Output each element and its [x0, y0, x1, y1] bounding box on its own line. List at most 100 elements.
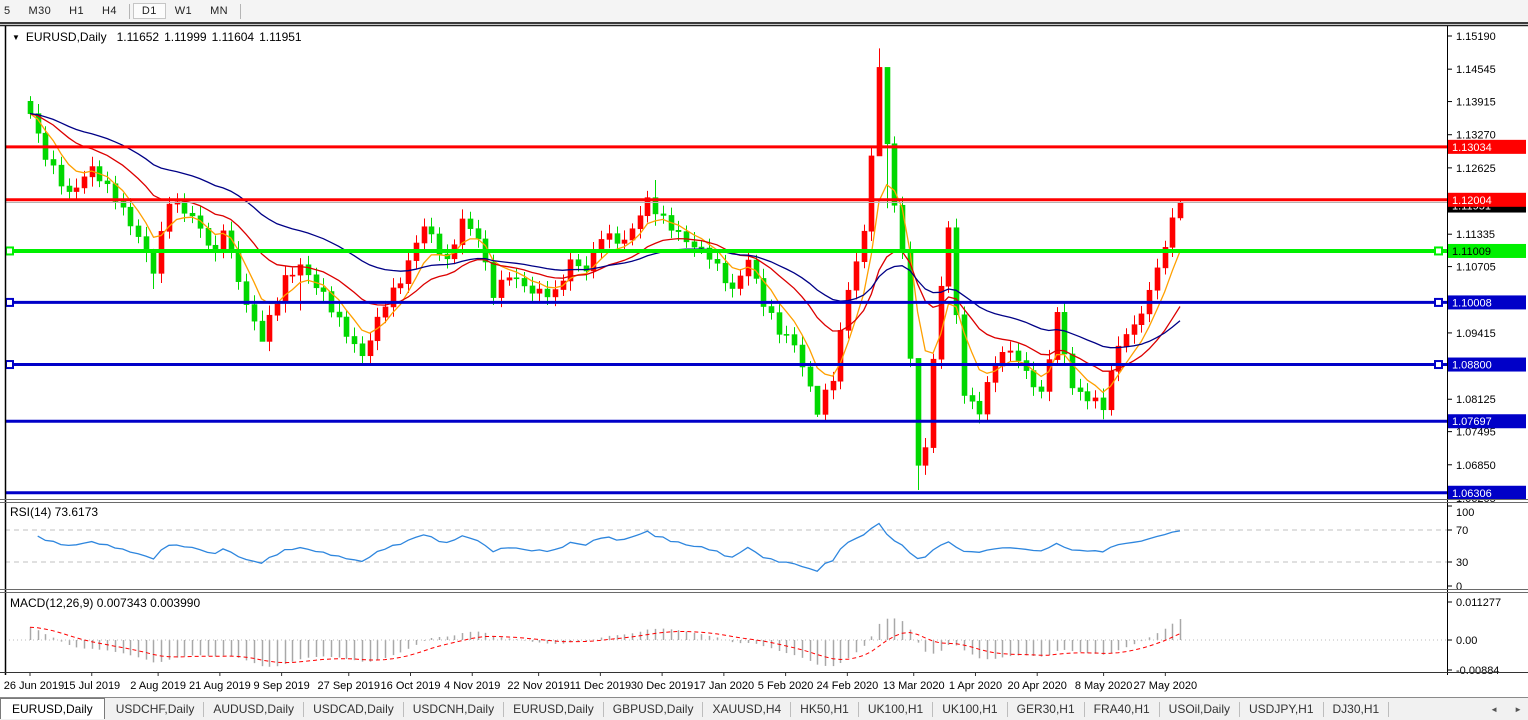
candle	[135, 225, 142, 237]
candle	[1092, 397, 1099, 402]
chart-tab-fra40-h1[interactable]: FRA40,H1	[1085, 701, 1160, 717]
candle	[444, 253, 451, 260]
tab-scroll-left-icon[interactable]: ◄	[1490, 704, 1499, 714]
candle	[614, 233, 621, 244]
toolbar-separator	[240, 3, 241, 19]
chart-tab-uk100-h1[interactable]: UK100,H1	[859, 701, 934, 717]
tab-scroll-right-icon[interactable]: ►	[1514, 704, 1522, 714]
candle	[1169, 217, 1176, 248]
line-handle[interactable]	[5, 360, 14, 370]
candle	[459, 218, 466, 246]
date-axis-label: 27 Sep 2019	[318, 680, 380, 692]
timeframe-button-w1[interactable]: W1	[174, 5, 193, 17]
rsi-axis-label: 30	[1456, 557, 1468, 569]
chart-tab-usdchf-daily[interactable]: USDCHF,Daily	[107, 701, 205, 717]
candle	[390, 287, 397, 308]
candle	[783, 334, 790, 336]
candle	[544, 288, 551, 298]
candle	[675, 230, 682, 232]
candle	[243, 281, 250, 305]
candle	[598, 239, 605, 250]
ma-slow-line	[29, 112, 1181, 349]
toolbar-separator	[128, 3, 130, 19]
candle	[722, 262, 729, 284]
ohlc-open: 1.11652	[116, 30, 160, 44]
candle	[714, 259, 721, 264]
rsi-line	[37, 522, 1181, 572]
candle	[853, 261, 860, 291]
candle	[536, 288, 543, 294]
candle	[969, 395, 976, 402]
chart-tab-dj30-h1[interactable]: DJ30,H1	[1324, 701, 1390, 717]
timeframe-button-h1[interactable]: H1	[69, 5, 85, 17]
chart-tab-gbpusd-daily[interactable]: GBPUSD,Daily	[604, 701, 704, 717]
candle	[629, 228, 636, 241]
chart-tab-audusd-daily[interactable]: AUDUSD,Daily	[204, 701, 305, 717]
rsi-axis-label: 70	[1456, 525, 1468, 537]
price-axis-label: 1.11335	[1456, 229, 1495, 241]
candle	[405, 260, 412, 284]
candle	[884, 67, 891, 145]
chart-tab-ger30-h1[interactable]: GER30,H1	[1008, 701, 1085, 717]
chart-tab-usdjpy-h1[interactable]: USDJPY,H1	[1240, 701, 1324, 717]
candle	[320, 287, 327, 292]
candle	[382, 306, 389, 318]
line-handle[interactable]	[1434, 297, 1443, 307]
price-axis-label: 1.09415	[1456, 328, 1496, 340]
chart-tab-uk100-h1[interactable]: UK100,H1	[933, 701, 1008, 717]
chart-tab-hk50-h1[interactable]: HK50,H1	[791, 701, 859, 717]
candle	[930, 358, 937, 448]
price-badge	[1448, 139, 1526, 154]
chart-tab-eurusd-daily[interactable]: EURUSD,Daily	[0, 697, 105, 719]
candle	[768, 306, 775, 313]
candle	[1007, 350, 1014, 353]
candle	[513, 277, 520, 280]
candle	[922, 447, 929, 466]
candle	[1061, 312, 1068, 355]
candle	[521, 278, 528, 287]
line-handle[interactable]	[5, 246, 14, 256]
chart-tab-usdcad-daily[interactable]: USDCAD,Daily	[304, 701, 404, 717]
candle	[876, 67, 883, 157]
line-handle[interactable]	[5, 297, 14, 307]
ohlc-close: 1.11951	[259, 30, 302, 44]
candle	[644, 197, 651, 217]
candle	[1108, 371, 1115, 411]
candle	[891, 143, 898, 206]
timeframe-button-m30[interactable]: M30	[28, 5, 52, 17]
chevron-down-icon[interactable]: ▼	[12, 33, 20, 42]
candle	[259, 320, 266, 342]
date-axis-label: 22 Nov 2019	[507, 680, 569, 692]
ohlc-low: 1.11604	[211, 30, 255, 44]
candle	[729, 282, 736, 289]
line-handle[interactable]	[1434, 246, 1443, 256]
ohlc-high: 1.11999	[164, 30, 207, 44]
line-handle[interactable]	[1434, 360, 1443, 370]
candle	[251, 304, 258, 322]
price-axis-label: 1.13270	[1456, 130, 1496, 142]
price-badge-label: 1.12004	[1452, 195, 1492, 207]
timeframe-button-mn[interactable]: MN	[210, 5, 228, 17]
chart-tab-xauusd-h4[interactable]: XAUUSD,H4	[703, 701, 792, 717]
chart-tab-usdcnh-daily[interactable]: USDCNH,Daily	[404, 701, 505, 717]
macd-histogram	[29, 618, 1182, 667]
date-axis-label: 11 Dec 2019	[570, 680, 632, 692]
candle	[961, 314, 968, 396]
candle	[351, 336, 358, 345]
date-axis-label: 5 Feb 2020	[758, 680, 814, 692]
ma-medium-line	[29, 112, 1181, 372]
macd-axis-label: 0.011277	[1456, 597, 1501, 609]
timeframe-button-5[interactable]: 5	[4, 5, 11, 17]
candle	[706, 247, 713, 260]
rsi-indicator-label: RSI(14) 73.6173	[10, 505, 99, 519]
timeframe-button-h4[interactable]: H4	[102, 5, 117, 17]
candle	[367, 340, 374, 357]
candle	[1123, 334, 1130, 347]
timeframe-button-d1[interactable]: D1	[132, 3, 166, 19]
chart-tab-usoil-daily[interactable]: USOil,Daily	[1160, 701, 1241, 717]
candle	[1046, 359, 1053, 392]
chart-tab-eurusd-daily[interactable]: EURUSD,Daily	[504, 701, 604, 717]
candle	[1030, 370, 1037, 388]
chart-canvas[interactable]: 1.15190 1.14545 1.13915 1.13270 1.12625 1.113…	[0, 24, 1528, 700]
candle	[837, 330, 844, 382]
